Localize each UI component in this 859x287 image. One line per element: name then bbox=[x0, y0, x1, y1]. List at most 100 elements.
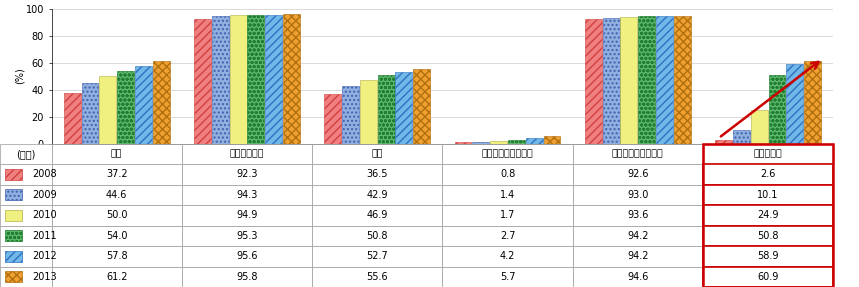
Bar bbox=[442, 164, 573, 185]
Bar bbox=[5, 189, 22, 201]
Bar bbox=[0, 185, 52, 205]
Text: 50.0: 50.0 bbox=[106, 210, 127, 220]
Bar bbox=[182, 267, 312, 287]
Bar bbox=[117, 71, 134, 144]
Text: 94.2: 94.2 bbox=[627, 251, 649, 261]
Bar bbox=[52, 246, 182, 267]
Bar bbox=[442, 205, 573, 226]
Text: 37.2: 37.2 bbox=[106, 169, 127, 179]
Bar bbox=[5, 230, 22, 241]
Text: 社会保険・労働保険: 社会保険・労働保険 bbox=[482, 149, 533, 158]
Bar bbox=[312, 164, 442, 185]
Bar bbox=[544, 136, 560, 144]
Bar bbox=[182, 164, 312, 185]
Bar bbox=[442, 185, 573, 205]
Text: 92.6: 92.6 bbox=[627, 169, 649, 179]
Bar bbox=[442, 144, 573, 164]
Bar bbox=[395, 72, 412, 144]
Bar bbox=[716, 140, 732, 144]
Text: 93.6: 93.6 bbox=[627, 210, 649, 220]
Bar bbox=[325, 94, 341, 144]
Bar bbox=[153, 61, 169, 144]
Bar bbox=[573, 144, 703, 164]
Bar bbox=[135, 65, 152, 144]
Text: 2012: 2012 bbox=[33, 251, 58, 261]
Bar bbox=[194, 19, 211, 144]
Bar bbox=[212, 16, 228, 144]
Text: 61.2: 61.2 bbox=[106, 272, 127, 282]
Bar bbox=[312, 205, 442, 226]
Text: 2011: 2011 bbox=[33, 231, 58, 241]
Bar bbox=[312, 185, 442, 205]
Bar bbox=[52, 267, 182, 287]
Bar bbox=[638, 16, 655, 144]
Bar bbox=[5, 169, 22, 180]
Text: 93.0: 93.0 bbox=[627, 190, 649, 200]
Text: 50.8: 50.8 bbox=[758, 231, 779, 241]
Bar bbox=[703, 267, 833, 287]
Bar bbox=[786, 64, 803, 144]
Y-axis label: (%): (%) bbox=[14, 68, 24, 84]
Bar bbox=[100, 76, 116, 144]
Bar bbox=[603, 18, 619, 144]
Text: 1.4: 1.4 bbox=[500, 190, 515, 200]
Text: 52.7: 52.7 bbox=[367, 251, 388, 261]
Text: 10.1: 10.1 bbox=[758, 190, 779, 200]
Text: 94.3: 94.3 bbox=[236, 190, 258, 200]
Bar bbox=[229, 15, 247, 144]
Bar bbox=[0, 164, 52, 185]
Bar bbox=[0, 267, 52, 287]
Bar bbox=[82, 83, 99, 144]
Text: 57.8: 57.8 bbox=[106, 251, 127, 261]
Bar bbox=[378, 75, 394, 144]
Bar bbox=[413, 69, 430, 144]
Text: 42.9: 42.9 bbox=[367, 190, 388, 200]
Text: 登記: 登記 bbox=[111, 149, 123, 158]
Bar bbox=[247, 15, 265, 144]
Text: 46.9: 46.9 bbox=[367, 210, 388, 220]
Text: 2008: 2008 bbox=[33, 169, 58, 179]
Text: 2013: 2013 bbox=[33, 272, 58, 282]
Text: 60.9: 60.9 bbox=[758, 272, 779, 282]
Bar bbox=[312, 246, 442, 267]
Text: 0.8: 0.8 bbox=[500, 169, 515, 179]
Bar bbox=[703, 144, 833, 164]
Bar bbox=[312, 267, 442, 287]
Bar bbox=[573, 226, 703, 246]
Text: 輸出入・港湾: 輸出入・港湾 bbox=[229, 149, 265, 158]
Bar bbox=[265, 15, 282, 144]
Bar bbox=[442, 267, 573, 287]
Bar bbox=[573, 205, 703, 226]
Bar bbox=[751, 110, 768, 144]
Text: 50.8: 50.8 bbox=[367, 231, 388, 241]
Text: 2010: 2010 bbox=[33, 210, 58, 220]
Text: 4.2: 4.2 bbox=[500, 251, 515, 261]
Bar bbox=[703, 144, 833, 287]
Bar bbox=[52, 226, 182, 246]
Bar bbox=[703, 164, 833, 185]
Bar bbox=[342, 86, 359, 144]
Bar bbox=[490, 141, 507, 144]
Bar bbox=[52, 164, 182, 185]
Bar bbox=[52, 185, 182, 205]
Text: 2.6: 2.6 bbox=[760, 169, 776, 179]
Bar bbox=[472, 141, 490, 144]
Bar bbox=[703, 226, 833, 246]
Bar bbox=[312, 226, 442, 246]
Bar bbox=[585, 19, 602, 144]
Text: 2009: 2009 bbox=[33, 190, 58, 200]
Text: 1.7: 1.7 bbox=[500, 210, 515, 220]
Bar bbox=[673, 16, 691, 144]
Bar bbox=[0, 246, 52, 267]
Text: 55.6: 55.6 bbox=[367, 272, 388, 282]
Bar bbox=[573, 164, 703, 185]
Bar bbox=[5, 210, 22, 221]
Text: 94.9: 94.9 bbox=[236, 210, 258, 220]
Bar bbox=[5, 251, 22, 262]
Text: 58.9: 58.9 bbox=[758, 251, 779, 261]
Text: 5.7: 5.7 bbox=[500, 272, 515, 282]
Bar bbox=[442, 246, 573, 267]
Bar bbox=[573, 185, 703, 205]
Bar bbox=[804, 61, 821, 144]
Text: 92.3: 92.3 bbox=[236, 169, 258, 179]
